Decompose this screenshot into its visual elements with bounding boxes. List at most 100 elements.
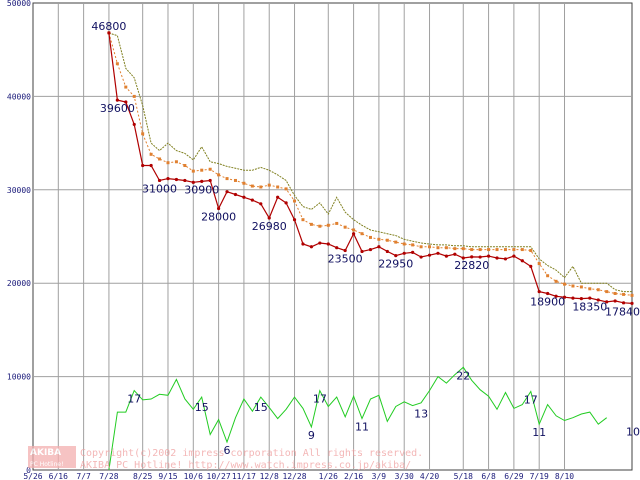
series-lowest-point: [191, 180, 195, 184]
x-tick-label: 3/9: [372, 472, 387, 480]
series-average-point: [563, 282, 567, 286]
series-lowest-point: [529, 264, 533, 268]
x-axis-ticks: 5/26 6/16 7/7 7/28 8/25 9/15 10/6 10/27 11/17 12/…: [23, 472, 574, 480]
data-label: 18900: [530, 295, 565, 308]
series-average-point: [503, 248, 507, 252]
data-label: 18350: [572, 301, 607, 314]
series-average-point: [461, 247, 465, 251]
data-label: 31000: [142, 182, 177, 195]
series-lowest-point: [174, 177, 179, 182]
data-label: 9: [308, 429, 315, 442]
series-average-point: [309, 222, 313, 226]
series-average-point: [596, 288, 600, 292]
series-lowest-point: [394, 254, 398, 258]
akiba-logo-box: [28, 446, 76, 468]
data-label: 22820: [454, 259, 489, 272]
data-labels: 46800 39600 31000 30900 28000 26980 23500 22950…: [91, 20, 640, 457]
series-average-point: [174, 160, 178, 164]
series-lowest-point: [183, 178, 187, 183]
data-label: 46800: [91, 20, 126, 33]
series-lowest-point: [444, 254, 448, 258]
series-lowest-point: [605, 300, 609, 304]
data-label: 22950: [378, 258, 413, 271]
series-lowest-point: [318, 241, 322, 245]
series-average-point: [546, 274, 550, 278]
series-lowest-point: [588, 296, 592, 300]
series-average-point: [124, 85, 128, 89]
chart-series: [107, 31, 634, 471]
series-average-point: [478, 248, 482, 252]
series-average-point: [402, 242, 406, 246]
y-tick-label: 20000: [7, 279, 31, 288]
series-average-point: [208, 167, 212, 171]
series-average-point: [217, 173, 221, 177]
series-lowest-point: [385, 249, 389, 254]
x-tick-label: 6/8: [481, 472, 496, 480]
data-label: 6: [224, 444, 231, 457]
series-lowest-point: [259, 202, 263, 206]
series-lowest-point: [107, 31, 111, 35]
series-lowest-point: [326, 242, 330, 246]
series-average-point: [318, 224, 322, 228]
data-label: 23500: [328, 253, 363, 266]
series-average-point: [191, 169, 195, 173]
series-lowest-point: [402, 251, 406, 255]
series-average-point: [183, 164, 187, 168]
series-average-point: [225, 177, 229, 181]
series-lowest-point: [453, 252, 457, 256]
x-tick-label: 12/8: [260, 472, 279, 480]
series-lowest-point: [267, 216, 271, 220]
series-average-point: [259, 185, 263, 189]
x-tick-label: 8/10: [555, 472, 574, 480]
series-lowest-point: [503, 257, 508, 261]
series-average-point: [613, 291, 617, 295]
series-lowest-point: [217, 206, 221, 211]
series-average-point: [554, 279, 558, 283]
series-average-point: [158, 157, 162, 161]
data-label: 17: [524, 394, 538, 407]
series-lowest-point: [343, 248, 347, 253]
series-average-point: [605, 290, 609, 294]
series-lowest-point: [512, 254, 516, 258]
series-lowest-point: [141, 163, 145, 168]
series-average-point: [276, 185, 280, 189]
series-lowest-point: [335, 246, 339, 250]
data-label: 22: [456, 369, 470, 382]
akiba-logo-top: AKIBA: [30, 448, 61, 458]
x-tick-label: 4/20: [420, 472, 439, 480]
data-label: 11: [355, 421, 369, 434]
series-lowest-point: [377, 245, 381, 249]
series-lowest-point: [242, 195, 246, 199]
series-lowest-point: [132, 122, 136, 127]
series-average-point: [588, 287, 592, 291]
series-lowest-point: [200, 179, 204, 183]
series-average-point: [571, 284, 575, 288]
data-label: 15: [195, 401, 209, 414]
x-tick-label: 8/25: [133, 472, 152, 480]
series-average-line: [108, 32, 633, 296]
series-average-point: [394, 240, 398, 244]
y-tick-label: 50000: [7, 0, 31, 8]
series-lowest-point: [478, 255, 482, 259]
watermark-site: AKIBA PC Hotline! http://www.watch.impre…: [80, 460, 411, 471]
series-average-point: [250, 184, 254, 188]
series-lowest-point: [284, 201, 288, 205]
series-lowest-point: [630, 301, 634, 305]
series-lowest-point: [250, 198, 254, 202]
series-lowest-point: [309, 245, 314, 249]
data-label: 17: [313, 393, 327, 406]
series-lowest-point: [149, 163, 153, 168]
y-axis-ticks: 0 10000 20000 30000 40000 50000: [7, 0, 31, 475]
series-average-point: [622, 292, 626, 296]
series-lowest-point: [301, 242, 305, 246]
series-lowest-point: [470, 255, 474, 259]
x-tick-label: 5/26: [23, 472, 42, 480]
data-label: 26980: [252, 220, 287, 233]
data-label: 28000: [201, 210, 236, 223]
series-lowest-point: [520, 259, 524, 263]
x-tick-label: 2/16: [344, 472, 363, 480]
data-label: 15: [254, 401, 268, 414]
series-average-point: [360, 232, 364, 236]
series-average-point: [385, 238, 389, 242]
data-label: 30900: [184, 183, 219, 196]
